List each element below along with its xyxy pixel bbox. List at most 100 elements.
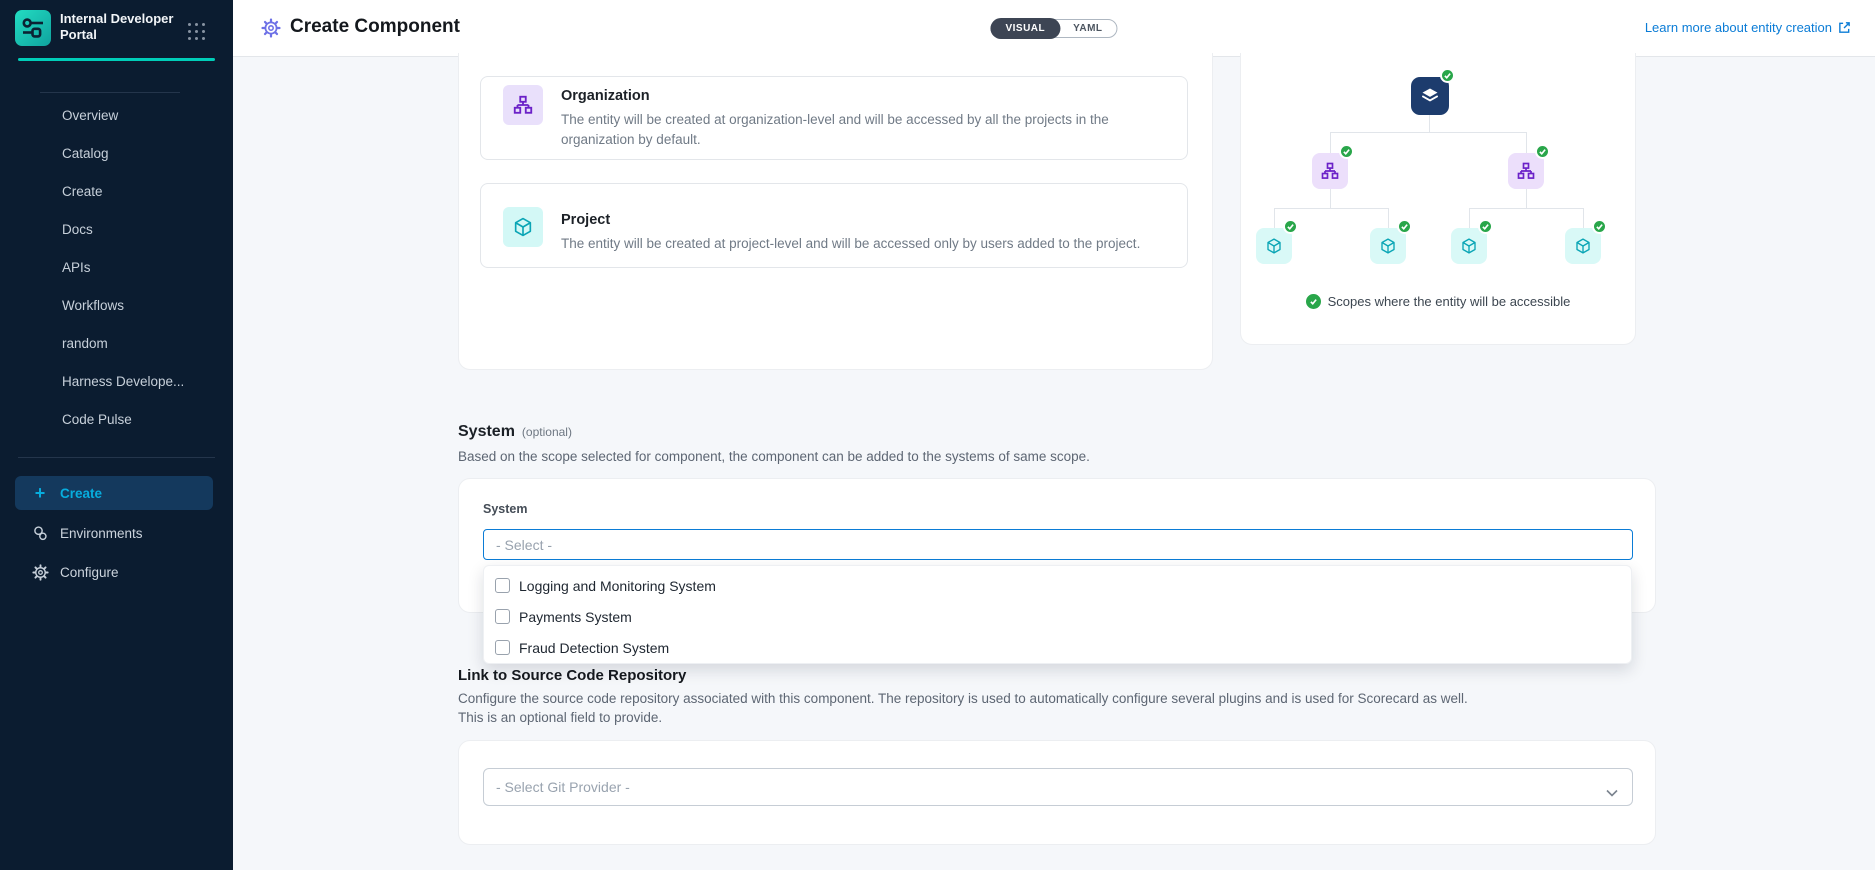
check-badge	[1339, 144, 1354, 159]
tree-connector	[1330, 189, 1331, 208]
sidebar-divider-top	[40, 92, 180, 93]
option-logging-and-monitoring-system[interactable]: Logging and Monitoring System	[484, 570, 1631, 601]
main-content: Organization The entity will be created …	[233, 53, 1875, 870]
learn-more-link[interactable]: Learn more about entity creation	[1645, 20, 1851, 35]
tab-yaml[interactable]: YAML	[1073, 23, 1103, 34]
tree-node-project	[1451, 219, 1493, 264]
system-field-label: System	[483, 502, 528, 516]
check-badge	[1478, 219, 1493, 234]
cube-icon	[1381, 238, 1395, 254]
tree-connector	[1330, 132, 1527, 133]
sidebar-item-code-pulse[interactable]: Code Pulse	[62, 412, 132, 427]
sidebar-item-harness-developer[interactable]: Harness Develope...	[62, 374, 185, 389]
diagram-caption: Scopes where the entity will be accessib…	[1240, 294, 1636, 309]
environments-icon	[30, 523, 50, 543]
layers-icon	[1422, 88, 1438, 102]
tree-node-project	[1565, 219, 1607, 264]
system-select-input[interactable]: - Select -	[483, 529, 1633, 560]
check-badge	[1440, 68, 1455, 83]
chevron-down-icon	[1606, 784, 1618, 802]
cube-icon	[1267, 238, 1281, 254]
sidebar-item-label: Environments	[60, 525, 143, 541]
tree-connector	[1274, 208, 1388, 209]
external-link-icon	[1839, 22, 1850, 33]
option-payments-system[interactable]: Payments System	[484, 601, 1631, 632]
tree-connector	[1469, 208, 1583, 209]
tree-connector	[1469, 208, 1470, 228]
tree-node-account	[1411, 68, 1455, 115]
check-badge	[1592, 219, 1607, 234]
checkbox[interactable]	[495, 640, 510, 655]
sidebar-item-environments[interactable]: Environments	[15, 516, 213, 550]
portal-title: Internal Developer Portal	[60, 11, 174, 42]
page-title: Create Component	[290, 16, 460, 37]
app-grid-icon[interactable]	[188, 23, 206, 41]
tree-connector	[1583, 208, 1584, 228]
scope-option-project[interactable]: Project The entity will be created at pr…	[480, 183, 1188, 268]
harness-idp-logo	[15, 10, 51, 46]
tree-connector	[1429, 115, 1430, 132]
checkbox[interactable]	[495, 609, 510, 624]
visual-yaml-toggle: VISUAL YAML	[990, 18, 1118, 39]
learn-more-label: Learn more about entity creation	[1644, 20, 1832, 35]
option-label: Logging and Monitoring System	[519, 577, 716, 594]
check-badge	[1535, 144, 1550, 159]
sidebar-divider-bottom	[18, 457, 215, 458]
checkbox[interactable]	[495, 578, 510, 593]
tree-connector	[1330, 132, 1331, 153]
sidebar-item-docs[interactable]: Docs	[62, 222, 93, 237]
sidebar-item-create[interactable]: Create	[62, 184, 103, 199]
org-chart-icon	[1321, 162, 1339, 179]
system-description: Based on the scope selected for componen…	[458, 449, 1090, 464]
sidebar-item-apis[interactable]: APIs	[62, 260, 91, 275]
tab-visual[interactable]: VISUAL	[990, 18, 1061, 39]
sidebar-item-configure[interactable]: Configure	[15, 555, 213, 589]
sidebar-item-overview[interactable]: Overview	[62, 108, 119, 123]
option-title: Organization	[561, 88, 650, 104]
option-description: The entity will be created at organizati…	[561, 112, 1109, 147]
check-badge-legend	[1305, 294, 1321, 309]
tree-connector	[1526, 189, 1527, 208]
scope-option-organization[interactable]: Organization The entity will be created …	[480, 76, 1188, 160]
component-gear-icon	[260, 17, 282, 39]
sidebar-item-label: Configure	[60, 564, 119, 580]
sidebar-item-workflows[interactable]: Workflows	[62, 298, 125, 313]
option-label: Fraud Detection System	[519, 639, 670, 656]
gear-icon	[30, 562, 50, 582]
sidebar-item-random[interactable]: random	[62, 336, 108, 351]
tree-node-organization	[1312, 144, 1354, 189]
sidebar: Internal Developer Portal Overview Catal…	[0, 0, 233, 870]
organization-tile	[503, 85, 543, 125]
system-title: System	[458, 423, 515, 440]
repo-description-line1: Configure the source code repository ass…	[458, 691, 1468, 706]
sidebar-item-create-active[interactable]: + Create	[15, 476, 213, 510]
option-description: The entity will be created at project-le…	[561, 236, 1141, 251]
system-select-placeholder: - Select -	[496, 536, 553, 553]
system-section-heading: System (optional)	[458, 423, 572, 441]
git-provider-placeholder: - Select Git Provider -	[496, 779, 630, 795]
tree-connector	[1526, 132, 1527, 153]
page-header: Create Component VISUAL YAML Learn more …	[233, 0, 1875, 57]
org-chart-icon	[513, 95, 533, 114]
org-chart-icon	[1517, 162, 1535, 179]
system-options-dropdown: Logging and Monitoring System Payments S…	[483, 565, 1632, 664]
sidebar-item-catalog[interactable]: Catalog	[62, 146, 109, 161]
cube-icon	[514, 217, 532, 237]
repo-section-title: Link to Source Code Repository	[458, 667, 687, 684]
system-optional-label: (optional)	[521, 425, 572, 439]
plus-icon: +	[34, 483, 46, 503]
option-label: Payments System	[519, 608, 632, 625]
option-title: Project	[561, 212, 611, 228]
git-provider-select[interactable]: - Select Git Provider -	[483, 768, 1633, 806]
sidebar-item-label: Create	[60, 485, 103, 501]
option-fraud-detection-system[interactable]: Fraud Detection System	[484, 632, 1631, 663]
tree-node-project	[1256, 219, 1298, 264]
check-badge	[1397, 219, 1412, 234]
tree-connector	[1388, 208, 1389, 228]
check-badge	[1283, 219, 1298, 234]
diagram-caption-text: Scopes where the entity will be accessib…	[1327, 294, 1571, 309]
sidebar-accent-divider	[18, 58, 215, 61]
cube-icon	[1576, 238, 1590, 254]
project-tile	[503, 207, 543, 247]
repo-description-line2: This is an optional field to provide.	[458, 710, 663, 725]
